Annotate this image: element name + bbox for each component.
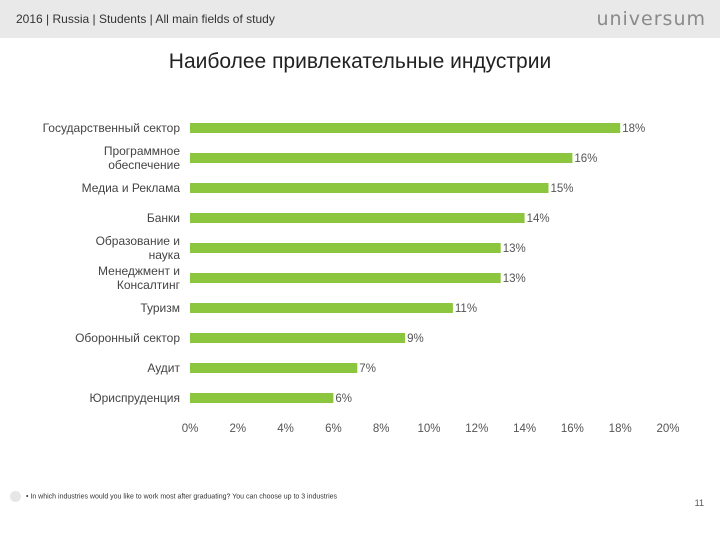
- x-tick-label-7: 14%: [513, 423, 536, 435]
- universum-logo: universum: [596, 8, 706, 30]
- bar-7: [190, 303, 453, 313]
- footnote: • In which industries would you like to …: [10, 491, 337, 502]
- category-label-4: Банки: [147, 211, 180, 225]
- value-label-3: 15%: [551, 183, 574, 195]
- x-tick-label-6: 12%: [465, 423, 488, 435]
- bar-1: [190, 123, 621, 133]
- category-label-9: Аудит: [147, 361, 180, 375]
- category-label-3: Медиа и Реклама: [82, 181, 181, 195]
- x-tick-label-5: 10%: [417, 423, 440, 435]
- footnote-bullet-icon: [10, 491, 21, 502]
- bar-10: [190, 393, 334, 403]
- bar-6: [190, 273, 501, 283]
- bar-4: [190, 213, 525, 223]
- header-bar: 2016 | Russia | Students | All main fiel…: [0, 0, 720, 38]
- bar-5: [190, 243, 501, 253]
- bar-8: [190, 333, 406, 343]
- bar-9: [190, 363, 358, 373]
- x-tick-label-1: 2%: [229, 423, 246, 435]
- category-label-5: Образование и наука: [96, 234, 181, 262]
- x-tick-label-9: 18%: [609, 423, 632, 435]
- x-tick-label-0: 0%: [182, 423, 199, 435]
- category-label-8: Оборонный сектор: [75, 331, 180, 345]
- chart-title: Наиболее привлекательные индустрии: [168, 50, 552, 73]
- category-label-7: Туризм: [140, 301, 180, 315]
- category-label-1: Государственный сектор: [43, 121, 181, 135]
- bar-2: [190, 153, 573, 163]
- value-label-5: 13%: [503, 243, 526, 255]
- footnote-text: • In which industries would you like to …: [26, 493, 338, 501]
- value-label-8: 9%: [407, 333, 424, 345]
- bar-3: [190, 183, 549, 193]
- value-label-10: 6%: [335, 393, 352, 405]
- value-label-4: 14%: [527, 213, 550, 225]
- x-tick-label-2: 4%: [277, 423, 294, 435]
- value-label-7: 11%: [455, 303, 477, 315]
- value-label-6: 13%: [503, 273, 526, 285]
- x-tick-label-3: 6%: [325, 423, 342, 435]
- x-tick-label-10: 20%: [656, 423, 679, 435]
- x-tick-label-4: 8%: [373, 423, 390, 435]
- category-label-2: Программное обеспечение: [104, 144, 180, 172]
- page-number: 11: [694, 498, 704, 508]
- value-label-9: 7%: [359, 363, 376, 375]
- x-tick-label-8: 16%: [561, 423, 584, 435]
- category-label-6: Менеджмент и Консалтинг: [98, 264, 181, 292]
- breadcrumb: 2016 | Russia | Students | All main fiel…: [16, 12, 275, 26]
- value-label-1: 18%: [622, 123, 645, 135]
- value-label-2: 16%: [574, 153, 597, 165]
- category-label-10: Юриспруденция: [89, 391, 180, 405]
